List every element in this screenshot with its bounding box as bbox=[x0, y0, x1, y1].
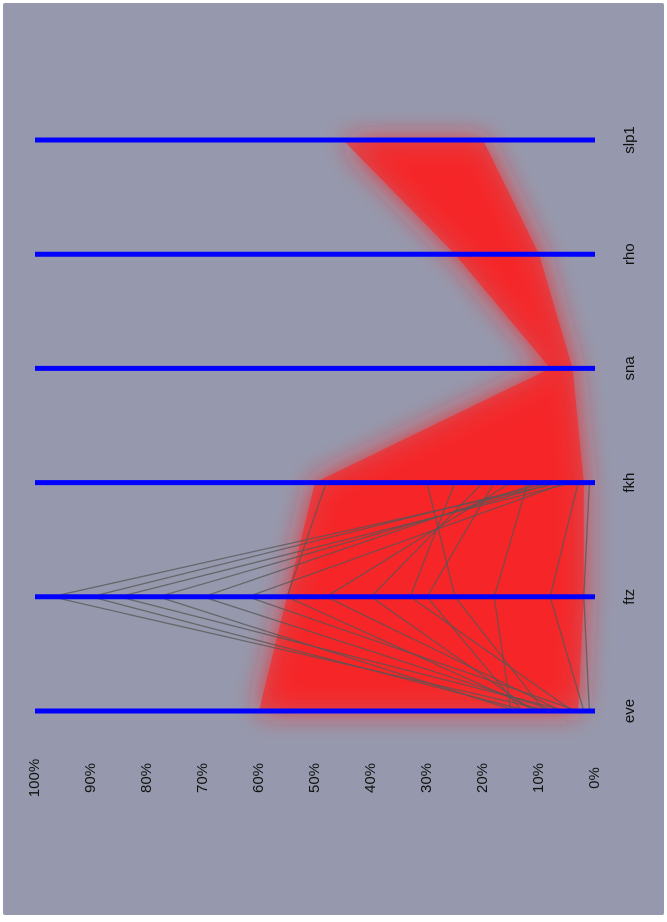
tick-label-0: 0% bbox=[586, 767, 603, 789]
red-band-layer bbox=[259, 140, 584, 711]
axis-layer bbox=[35, 137, 595, 714]
category-label-layer: eve ftz fkh sna rho slp1 bbox=[621, 126, 638, 723]
tick-label-layer: 0% 10% 20% 30% 40% 50% 60% 70% 80% 90% 100% bbox=[26, 759, 603, 797]
category-label-fkh: fkh bbox=[621, 473, 638, 493]
category-label-eve: eve bbox=[621, 699, 638, 723]
category-label-rho: rho bbox=[621, 243, 638, 265]
category-label-slp1: slp1 bbox=[621, 126, 638, 154]
tick-label-3: 30% bbox=[418, 763, 435, 793]
parallel-coordinates-chart: eve ftz fkh sna rho slp1 0% 10% 20% 30% 40% 50% 60%… bbox=[26, 126, 638, 797]
category-label-sna: sna bbox=[621, 356, 638, 381]
tick-label-8: 80% bbox=[138, 763, 155, 793]
category-label-ftz: ftz bbox=[621, 589, 638, 605]
tick-label-7: 70% bbox=[194, 763, 211, 793]
tick-label-6: 60% bbox=[250, 763, 267, 793]
tick-label-1: 10% bbox=[530, 763, 547, 793]
tick-label-10: 100% bbox=[26, 759, 43, 797]
tick-label-4: 40% bbox=[362, 763, 379, 793]
tick-label-5: 50% bbox=[306, 763, 323, 793]
plot-background: eve ftz fkh sna rho slp1 0% 10% 20% 30% 40% 50% 60%… bbox=[3, 3, 664, 915]
tick-label-2: 20% bbox=[474, 763, 491, 793]
red-band-core-0 bbox=[259, 140, 584, 711]
tick-label-9: 90% bbox=[82, 763, 99, 793]
